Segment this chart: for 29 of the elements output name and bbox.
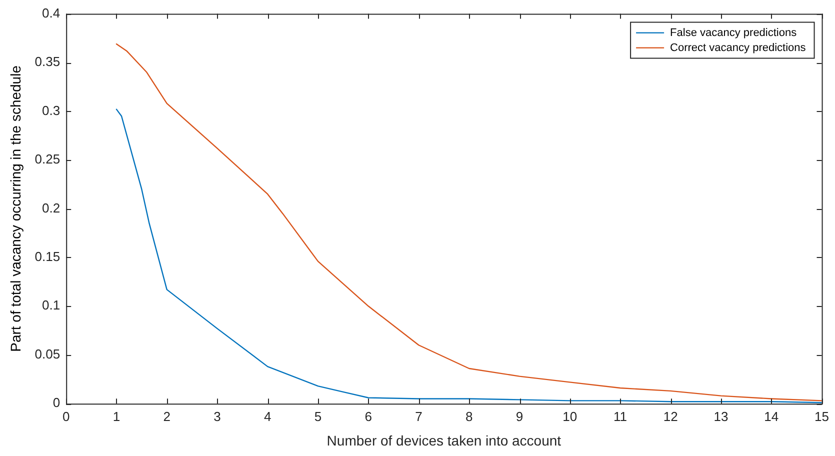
x-tick-label: 11 bbox=[614, 408, 628, 424]
x-tick-label: 12 bbox=[663, 408, 678, 424]
legend-label: False vacancy predictions bbox=[670, 26, 798, 39]
x-tick-label: 8 bbox=[466, 408, 473, 424]
x-tick-label: 4 bbox=[264, 408, 272, 424]
y-tick-label: 0.15 bbox=[34, 249, 60, 264]
x-tick-label: 5 bbox=[314, 408, 322, 424]
y-tick-label: 0.3 bbox=[42, 102, 60, 118]
x-axis-title: Number of devices taken into account bbox=[326, 432, 562, 448]
y-tick-label: 0.2 bbox=[42, 200, 60, 216]
x-tick-label: 7 bbox=[415, 408, 422, 424]
x-tick-label: 10 bbox=[562, 408, 578, 424]
x-tick-label: 6 bbox=[364, 408, 372, 424]
x-tick-label: 15 bbox=[814, 408, 830, 424]
y-tick-label: 0.35 bbox=[34, 54, 60, 70]
x-tick-label: 14 bbox=[764, 408, 779, 424]
x-tick-label: 3 bbox=[214, 408, 221, 424]
y-tick-label: 0.25 bbox=[34, 152, 60, 167]
x-tick-label: 0 bbox=[62, 408, 70, 424]
y-tick-label: 0.1 bbox=[42, 298, 60, 313]
y-tick-label: 0.05 bbox=[34, 346, 60, 362]
y-tick-label: 0.4 bbox=[42, 5, 60, 20]
x-tick-label: 13 bbox=[714, 408, 728, 424]
x-tick-label: 1 bbox=[112, 408, 120, 424]
x-tick-label: 2 bbox=[163, 408, 170, 424]
y-axis-title: Part of total vacancy occurring in the schedule bbox=[7, 65, 24, 352]
x-tick-label: 9 bbox=[516, 408, 524, 424]
legend-label: Correct vacancy predictions bbox=[670, 42, 806, 54]
y-tick-label: 0 bbox=[52, 395, 60, 410]
